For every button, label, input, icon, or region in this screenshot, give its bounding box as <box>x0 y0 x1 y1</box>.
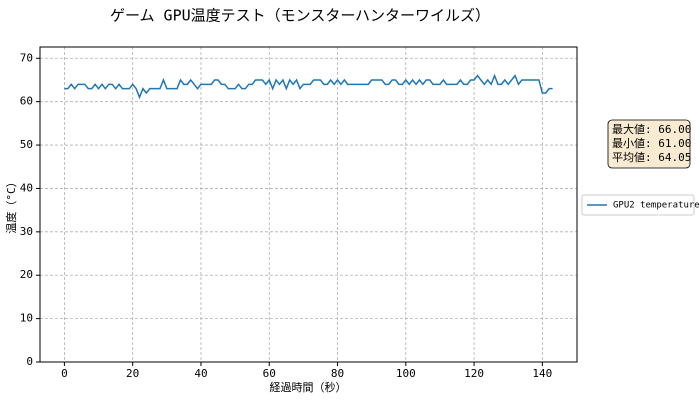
x-axis-label: 経過時間（秒） <box>270 380 347 394</box>
stats-text: 最小値: 61.00 <box>612 137 691 150</box>
y-tick-label: 0 <box>26 355 33 368</box>
x-tick-label: 120 <box>464 367 484 380</box>
y-tick-label: 20 <box>20 268 33 281</box>
stats-box <box>607 119 691 169</box>
plot-frame <box>39 46 578 363</box>
legend-label: GPU2 temperature <box>613 201 700 211</box>
x-tick-label: 20 <box>126 367 139 380</box>
x-tick-label: 60 <box>263 367 276 380</box>
x-tick-label: 40 <box>194 367 207 380</box>
x-tick-label: 140 <box>532 367 552 380</box>
legend-box <box>581 194 695 216</box>
data-line <box>64 73 553 100</box>
y-tick-label: 30 <box>20 225 33 238</box>
y-axis-label: 温度（°C） <box>4 176 18 233</box>
y-tick-label: 10 <box>20 312 33 325</box>
y-tick-label: 50 <box>20 138 33 151</box>
chart-title: ゲーム GPU温度テスト（モンスターハンターワイルズ） <box>110 7 490 25</box>
y-tick-label: 40 <box>20 181 33 194</box>
y-tick-label: 70 <box>20 51 33 64</box>
y-tick-label: 60 <box>20 95 33 108</box>
x-tick-label: 0 <box>61 367 68 380</box>
stats-text: 最大値: 66.00 <box>612 122 691 136</box>
x-tick-label: 100 <box>396 367 416 380</box>
x-tick-label: 80 <box>331 367 344 380</box>
stats-text: 平均値: 64.05 <box>612 151 691 164</box>
